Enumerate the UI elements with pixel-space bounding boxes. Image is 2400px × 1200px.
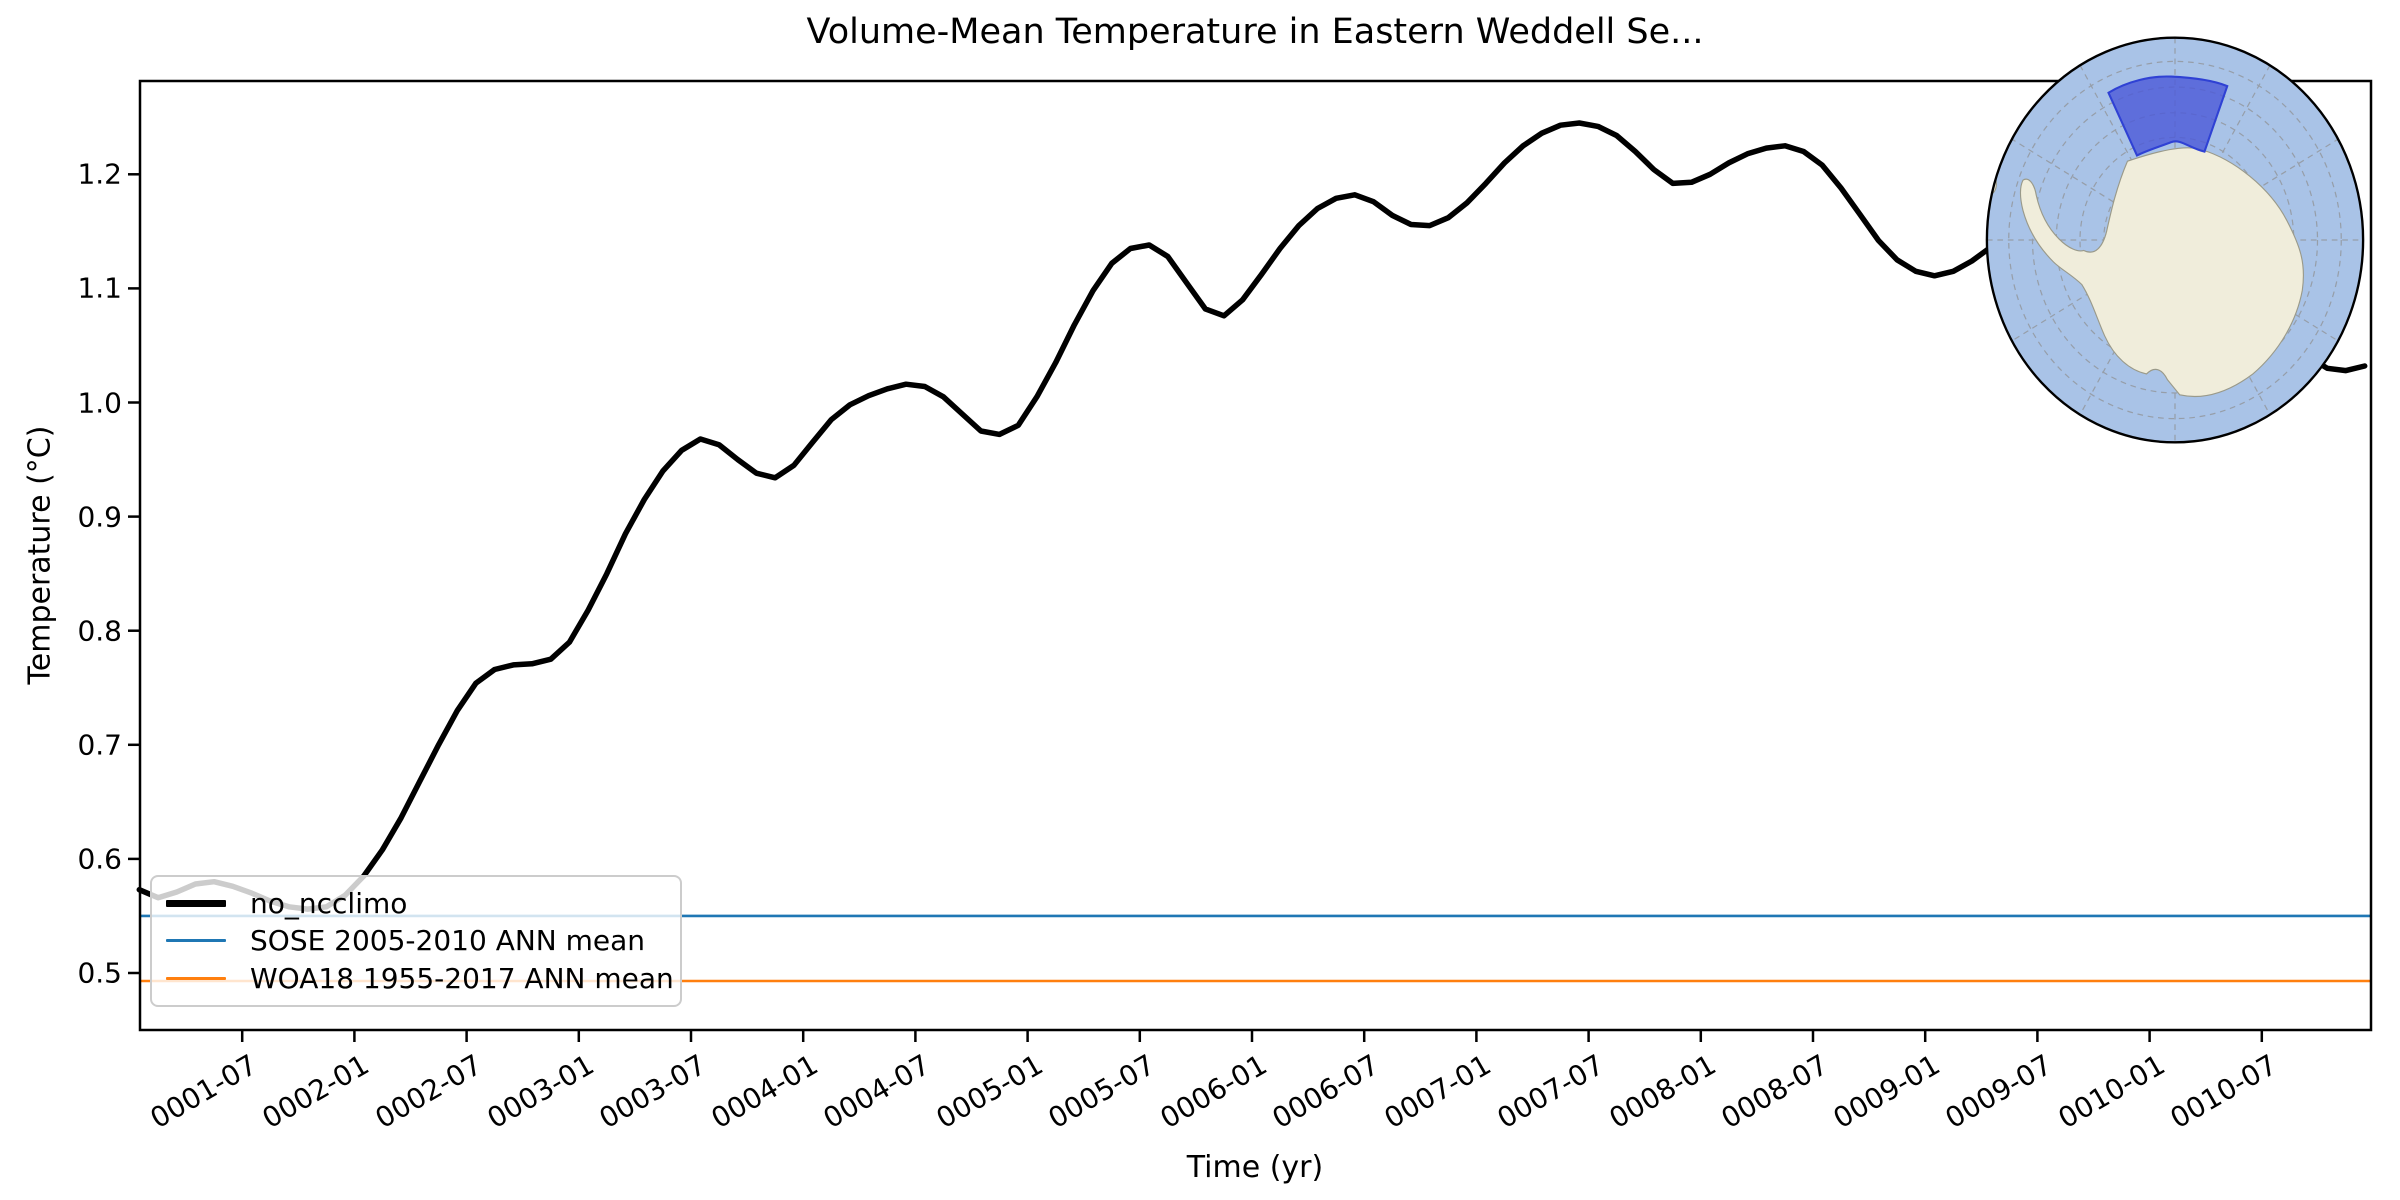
y-tick-label: 1.2 [77,157,122,191]
legend: no_ncclimo SOSE 2005-2010 ANN mean WOA18… [150,875,682,1007]
legend-item-no-ncclimo: no_ncclimo [166,885,666,922]
legend-label: SOSE 2005-2010 ANN mean [250,924,646,958]
x-axis-label: Time (yr) [1186,1150,1324,1185]
legend-label: no_ncclimo [250,887,408,921]
y-tick-label: 0.5 [77,956,122,990]
map-highlight-region [2107,75,2229,157]
map-outline [1985,36,2365,444]
y-tick-label: 1.0 [77,386,122,419]
orange-line-sample [166,976,226,980]
y-tick-label: 0.6 [77,842,122,876]
y-tick-label: 1.1 [77,271,122,305]
y-tick-label: 0.7 [77,728,122,762]
legend-item-sose: SOSE 2005-2010 ANN mean [166,922,666,959]
antarctica-inset-map [1985,36,2365,444]
legend-item-woa18: WOA18 1955-2017 ANN mean [166,960,674,997]
black-line-sample [166,900,226,908]
blue-line-sample [166,939,226,943]
axis-tick-marks [128,173,2264,1042]
chart-title: Volume-Mean Temperature in Eastern Wedde… [806,12,1704,52]
y-axis-label: Temperature (°C) [22,425,58,685]
axes-spines [138,79,2373,1032]
y-tick-label: 0.8 [77,614,122,648]
y-tick-label: 0.9 [77,500,122,534]
legend-label: WOA18 1955-2017 ANN mean [250,961,674,995]
